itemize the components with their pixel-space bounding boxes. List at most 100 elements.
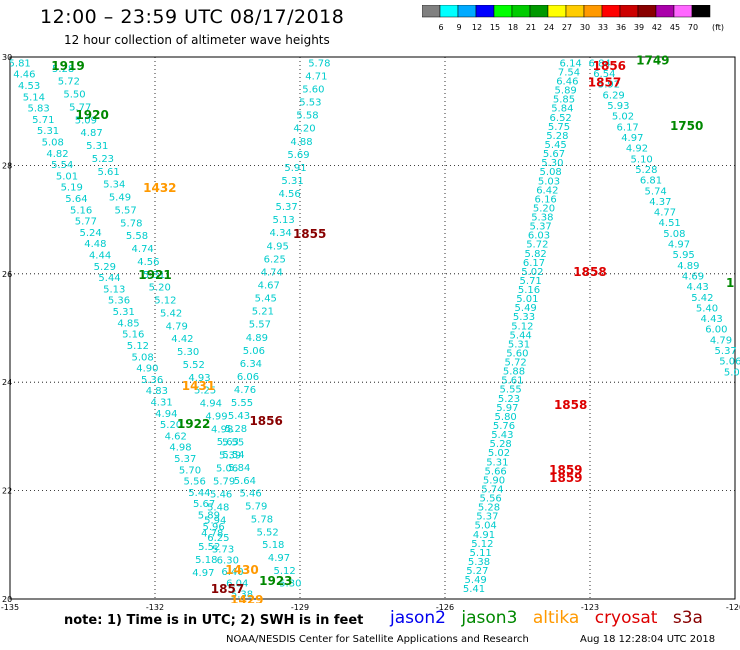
x-tick-label: -120 (726, 603, 740, 612)
swh-value: 5.02 (612, 112, 634, 123)
swh-value: 5.81 (9, 58, 31, 69)
swh-value: 5.28 (546, 131, 568, 142)
swh-value: 4.91 (473, 530, 495, 541)
pass-time-label: 1432 (143, 181, 176, 195)
swh-value: 5.54 (51, 160, 73, 171)
swh-value: 5.38 (468, 557, 490, 568)
y-tick-label: 20 (2, 595, 12, 604)
swh-value: 4.51 (659, 218, 681, 229)
swh-value: 4.98 (211, 424, 233, 435)
pass-time-label: 1858 (573, 265, 606, 279)
swh-value: 5.39 (219, 450, 241, 461)
swh-value: 4.53 (18, 81, 40, 92)
swh-value: 5.38 (231, 590, 253, 601)
pass-time-label: 1859 (549, 471, 582, 485)
pass-time-label: 1856 (249, 414, 282, 428)
swh-value: 5.54 (222, 450, 244, 461)
swh-value: 4.34 (270, 228, 292, 239)
swh-value: 6.40 (221, 567, 243, 578)
swh-value: 4.98 (169, 443, 191, 454)
swh-value: 5.58 (126, 231, 148, 242)
swh-value: 5.84 (228, 463, 250, 474)
swh-value: 4.43 (701, 314, 723, 325)
swh-value: 5.73 (212, 544, 234, 555)
swh-value: 4.85 (117, 318, 139, 329)
swh-value: 5.10 (631, 154, 653, 165)
colorbar-unit-label: (ft) (712, 23, 724, 32)
y-tick-label: 30 (2, 53, 12, 62)
swh-value: 6.54 (593, 69, 615, 80)
colorbar-tick-label: 12 (472, 23, 482, 32)
swh-value: 5.77 (75, 217, 97, 228)
pass-time-label: 1923 (259, 574, 292, 588)
colorbar-tick-label: 45 (670, 23, 680, 32)
swh-value: 6.25 (207, 533, 229, 544)
swh-value: 5.37 (174, 454, 196, 465)
swh-value: 5.82 (525, 249, 547, 260)
pass-time-label: 1430 (225, 563, 258, 577)
swh-value: 5.52 (256, 527, 278, 538)
y-tick-label: 26 (2, 270, 12, 279)
swh-value: 4.62 (165, 431, 187, 442)
swh-value: 4.97 (192, 568, 214, 579)
swh-value: 5.74 (645, 186, 667, 197)
swh-value: 5.02 (724, 367, 740, 378)
swh-value: 4.89 (677, 261, 699, 272)
swh-value: 4.37 (649, 197, 671, 208)
swh-value: 5.06 (243, 346, 265, 357)
swh-value: 5.01 (56, 171, 78, 182)
swh-value: 4.97 (668, 240, 690, 251)
swh-value: 4.69 (682, 271, 704, 282)
swh-value: 5.19 (61, 183, 83, 194)
swh-value: 5.43 (228, 411, 250, 422)
colorbar-tick-label: 33 (598, 23, 608, 32)
swh-value: 5.67 (543, 149, 565, 160)
swh-value: 5.94 (204, 516, 226, 527)
swh-value: 5.31 (113, 307, 135, 318)
swh-value: 5.40 (696, 303, 718, 314)
swh-value: 6.04 (226, 578, 248, 589)
pass-time-label: 1920 (75, 108, 108, 122)
colorbar-swatch (691, 5, 711, 18)
swh-value: 5.70 (179, 465, 201, 476)
x-tick-label: -135 (1, 603, 19, 612)
satellite-legend: jason2 jason3 altika cryosat s3a (390, 608, 713, 628)
swh-value: 4.87 (80, 128, 102, 139)
swh-value: 5.49 (109, 193, 131, 204)
swh-value: 4.94 (200, 399, 222, 410)
swh-value: 5.61 (97, 167, 119, 178)
colorbar-tick-label: 24 (544, 23, 554, 32)
y-tick-label: 22 (2, 487, 12, 496)
swh-value: 5.28 (478, 503, 500, 514)
swh-value: 5.64 (65, 194, 87, 205)
swh-value: 5.80 (495, 412, 517, 423)
swh-value: 5.12 (274, 566, 296, 577)
swh-value: 5.56 (480, 494, 502, 505)
plot-frame (9, 56, 736, 600)
swh-value: 5.30 (541, 158, 563, 169)
swh-value: 4.99 (205, 411, 227, 422)
swh-value: 5.12 (154, 296, 176, 307)
swh-value: 5.46 (239, 489, 261, 500)
colorbar-tick-label: 9 (456, 23, 461, 32)
swh-value: 5.30 (279, 579, 301, 590)
swh-value: 4.97 (621, 133, 643, 144)
swh-value: 5.66 (485, 466, 507, 477)
colorbar-tick-label: 70 (688, 23, 698, 32)
swh-value: 5.08 (540, 167, 562, 178)
swh-value: 5.67 (193, 499, 215, 510)
swh-value: 5.44 (510, 330, 532, 341)
swh-value: 5.74 (481, 484, 503, 495)
swh-value: 5.33 (513, 312, 535, 323)
swh-value: 5.72 (505, 358, 527, 369)
swh-value: 5.97 (496, 403, 518, 414)
swh-value: 5.31 (37, 126, 59, 137)
swh-value: 5.31 (281, 176, 303, 187)
pass-time-label: 1749 (636, 54, 669, 68)
swh-value: 6.03 (528, 231, 550, 242)
swh-value: 5.04 (475, 521, 497, 532)
swh-value: 4.93 (188, 373, 210, 384)
swh-value: 4.76 (234, 385, 256, 396)
swh-value: 5.37 (715, 346, 737, 357)
swh-value: 4.71 (305, 71, 327, 82)
